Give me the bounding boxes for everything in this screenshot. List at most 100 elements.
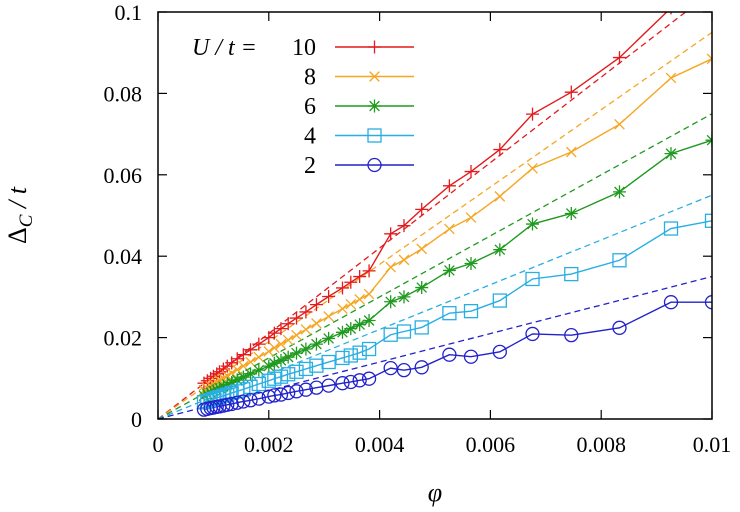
series-line [203,58,712,391]
data-point [463,303,479,319]
y-tick-label: 0.04 [104,244,143,269]
data-point [397,219,411,233]
data-point [290,346,303,360]
data-point [236,348,250,362]
data-point [309,358,324,373]
data-point [309,298,323,312]
data-point [289,384,304,399]
data-point [253,351,265,363]
data-point [298,361,314,377]
data-point [526,107,540,121]
data-point [263,346,275,357]
data-point [415,202,429,216]
data-point [367,128,382,143]
data-point [261,373,276,388]
data-point [526,217,540,231]
data-point [299,305,313,319]
data-point [354,294,365,305]
series-line [203,12,668,384]
fit-lines [158,12,712,419]
data-point [612,185,626,199]
legend-label: 6 [304,94,316,120]
data-point [281,385,296,401]
x-tick-label: 0.01 [693,432,732,457]
legend-label: 10 [292,35,316,61]
data-point [345,298,357,310]
data-point [335,350,350,366]
data-point [299,342,313,356]
data-point [323,311,334,322]
data-point [267,326,281,340]
x-tick-label: 0.008 [576,432,626,457]
data-point [321,378,336,393]
legend-title: U / t = [192,35,257,61]
data-point [335,281,349,295]
data-point [493,143,507,157]
data-point [281,367,296,382]
data-point [706,53,712,65]
y-tick-label: 0.08 [104,81,143,106]
data-point [363,288,375,300]
data-point [704,295,712,310]
data-point [361,371,377,386]
data-point [442,263,456,277]
data-point [527,162,538,174]
data-point [343,374,358,390]
data-point [369,71,380,82]
data-point [663,295,679,310]
data-point [564,85,578,99]
data-point [236,370,250,384]
data-point [398,254,410,266]
x-tick-label: 0.006 [466,432,516,457]
data-point [362,264,376,278]
data-point [665,72,677,84]
data-point [384,295,398,309]
data-point [367,157,382,173]
data-point [289,364,304,379]
data-point [321,354,336,370]
data-point [281,317,295,331]
data-point [525,271,540,287]
data-point [216,379,230,393]
data-point [252,337,266,351]
data-point [465,212,477,223]
data-point [396,363,412,378]
data-point [245,356,256,368]
data-point [663,221,679,236]
data-point [291,329,302,341]
y-axis-label-main: Δ [3,227,32,244]
data-point [282,334,294,346]
data-point [236,382,251,397]
x-tick-label: 0.002 [244,432,294,457]
data-point [225,375,239,389]
data-point [290,311,303,325]
data-point [414,360,429,375]
data-point [273,387,289,402]
data-point [335,325,349,339]
x-tick-labels: 0 0.002 0.004 0.006 0.008 0.01 [153,432,732,457]
data-point [525,326,540,342]
data-point [275,338,287,350]
data-point [212,389,227,405]
data-point [464,165,478,179]
y-axis-label: ΔC / t [3,186,37,244]
data-point [335,376,350,391]
data-point [353,318,367,332]
y-axis-label-sub: C [16,214,37,227]
series-line [203,220,712,403]
x-axis-label: φ [428,478,442,507]
data-point [251,391,266,406]
data-point [309,337,323,351]
legend-label: 2 [304,153,316,179]
data-point [664,147,678,161]
series-markers [196,295,712,417]
y-tick-label: 0 [131,407,142,432]
data-point [564,266,579,282]
data-point [614,118,625,130]
data-point [298,382,314,397]
data-point [244,343,258,357]
data-point [442,347,457,362]
legend: U / t = 10 8 6 4 2 [192,35,414,179]
data-point [564,328,579,343]
data-point [385,261,397,273]
